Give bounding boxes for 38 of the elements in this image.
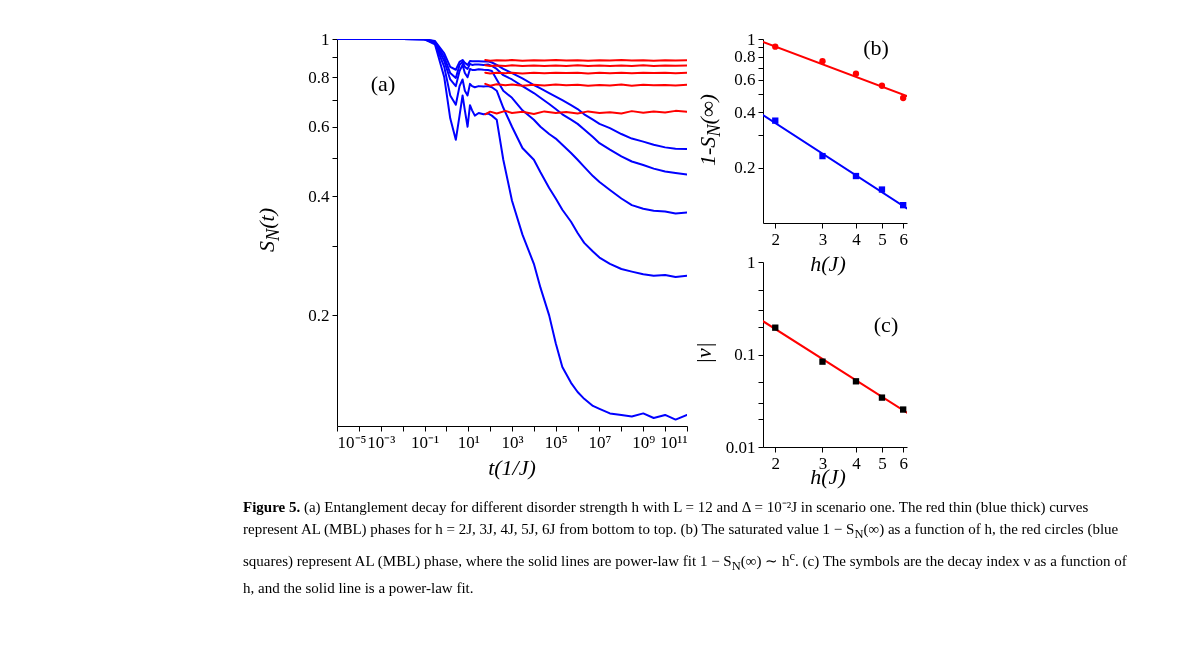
x-tick-label: 5 — [878, 453, 887, 473]
y-tick-label: 0.1 — [734, 345, 756, 364]
x-tick-label: 5 — [878, 229, 887, 249]
x-tick-label: 2 — [771, 453, 781, 473]
y-tick-label: 0.01 — [725, 437, 756, 457]
x-tick-label: 3 — [818, 229, 828, 249]
annotation: (c) — [873, 312, 899, 338]
y-tick-label: 1 — [747, 29, 756, 49]
y-tick-label: 1 — [747, 252, 756, 272]
annotation: (a) — [370, 71, 396, 97]
x-tick-label: 10⁵ — [544, 432, 568, 452]
y-tick-label: 0.2 — [734, 158, 756, 178]
x-tick-label: 10⁻¹ — [410, 432, 440, 452]
y-tick-label: 0.2 — [308, 305, 330, 325]
y-tick-label: 0.4 — [734, 102, 756, 122]
x-tick-label: 10¹¹ — [660, 432, 688, 452]
y-tick-label: 0.4 — [308, 186, 330, 206]
caption: Figure 5. — [243, 499, 301, 515]
y-tick-label: 0.6 — [308, 117, 330, 137]
annotation: (b) — [863, 35, 889, 61]
x-tick-label: 6 — [899, 453, 908, 473]
x-tick-label: 10⁹ — [632, 432, 656, 452]
x-tick-label: 10⁻³ — [367, 432, 396, 452]
y-tick-label: 0.8 — [734, 47, 756, 67]
x-tick-label: 4 — [852, 229, 862, 249]
x-axis-title: t(1/J) — [488, 455, 536, 481]
x-tick-label: 4 — [852, 453, 862, 473]
x-axis-title: h(J) — [810, 251, 846, 277]
x-tick-label: 10³ — [501, 432, 524, 452]
x-tick-label: 6 — [899, 229, 908, 249]
x-tick-label: 2 — [771, 229, 781, 249]
y-tick-label: 1 — [321, 29, 330, 49]
x-tick-label: 10¹ — [457, 432, 480, 452]
x-tick-label: 10⁷ — [588, 432, 612, 452]
y-tick-label: 0.6 — [734, 70, 756, 90]
x-tick-label: 10⁻⁵ — [337, 432, 367, 452]
y-axis-title: |ν| — [691, 342, 717, 364]
y-tick-label: 0.8 — [308, 67, 330, 87]
